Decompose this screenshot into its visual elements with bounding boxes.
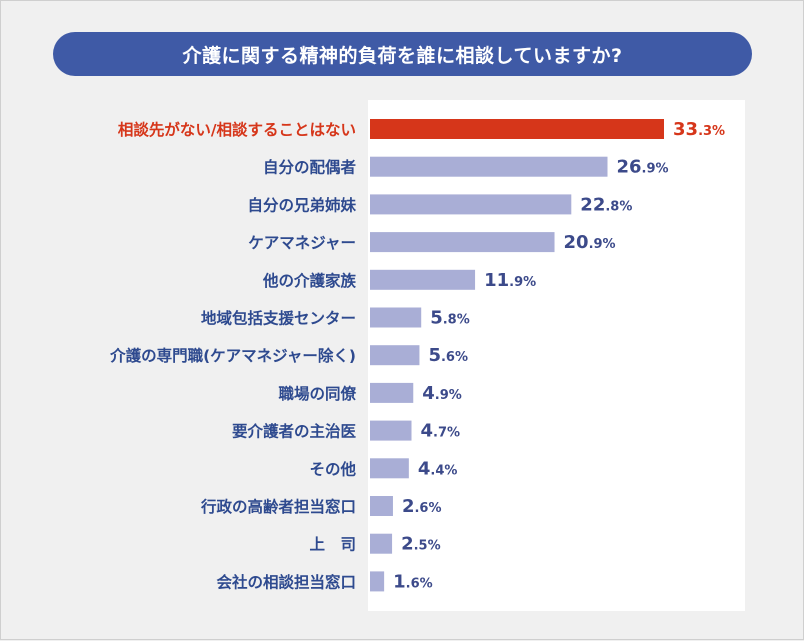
value-label: 2.6%	[402, 496, 442, 517]
value-label: 1.6%	[393, 571, 433, 592]
value-label: 5.8%	[430, 308, 470, 329]
value-label: 4.4%	[418, 458, 458, 479]
category-label: 会社の相談担当窓口	[216, 572, 356, 591]
bar	[370, 345, 420, 366]
value-label: 5.6%	[428, 345, 468, 366]
bar	[370, 119, 664, 139]
category-label: ケアマネジャー	[248, 234, 356, 252]
category-label: 職場の同僚	[278, 384, 356, 403]
bar	[370, 307, 422, 328]
category-label: 相談先がない/相談することはない	[118, 120, 356, 139]
category-label: 地域包括支援センター	[201, 309, 356, 328]
value-label: 20.9%	[564, 232, 616, 253]
category-label: 上 司	[309, 536, 356, 554]
bar	[370, 533, 393, 554]
chart-title: 介護に関する精神的負荷を誰に相談していますか?	[53, 32, 752, 76]
value-label: 4.9%	[422, 383, 462, 404]
value-label: 22.8%	[580, 194, 632, 215]
value-label: 4.7%	[420, 421, 460, 442]
plot-area	[368, 100, 745, 611]
bar	[370, 269, 476, 290]
category-label: 介護の専門職(ケアマネジャー除く)	[109, 346, 356, 365]
bar	[370, 232, 555, 253]
bar	[370, 458, 409, 479]
value-label: 26.9%	[616, 157, 668, 178]
bar	[370, 194, 572, 215]
value-label: 2.5%	[401, 534, 441, 555]
bar	[370, 571, 385, 592]
category-label: 自分の兄弟姉妹	[247, 195, 356, 214]
bar	[370, 382, 414, 403]
bar	[370, 420, 412, 441]
category-label: その他	[309, 459, 356, 478]
bar	[370, 156, 608, 177]
category-label: 自分の配偶者	[263, 158, 356, 177]
value-label: 11.9%	[484, 270, 536, 291]
category-label: 行政の高齢者担当窓口	[200, 497, 356, 516]
category-label: 他の介護家族	[262, 271, 357, 290]
category-label: 要介護者の主治医	[232, 422, 357, 441]
value-label: 33.3%	[673, 119, 725, 140]
bar	[370, 496, 393, 516]
